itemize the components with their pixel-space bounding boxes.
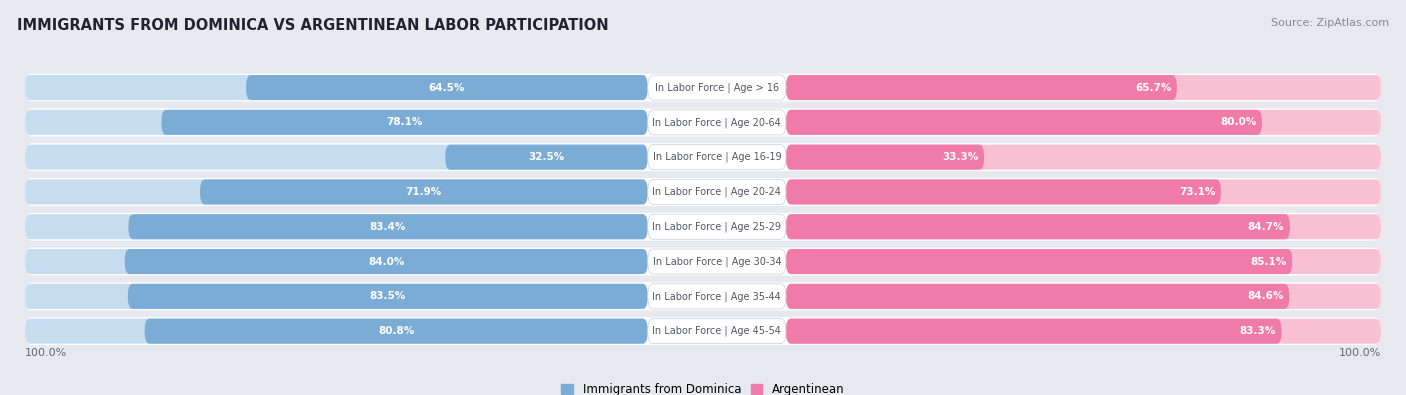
- FancyBboxPatch shape: [25, 284, 648, 309]
- FancyBboxPatch shape: [786, 145, 1381, 170]
- FancyBboxPatch shape: [25, 110, 648, 135]
- Text: 78.1%: 78.1%: [387, 117, 423, 127]
- FancyBboxPatch shape: [648, 249, 786, 274]
- FancyBboxPatch shape: [786, 110, 1263, 135]
- FancyBboxPatch shape: [648, 75, 786, 100]
- FancyBboxPatch shape: [446, 145, 648, 170]
- Text: 65.7%: 65.7%: [1135, 83, 1171, 92]
- FancyBboxPatch shape: [786, 75, 1381, 100]
- FancyBboxPatch shape: [25, 213, 1381, 241]
- Text: 80.0%: 80.0%: [1220, 117, 1257, 127]
- FancyBboxPatch shape: [200, 179, 648, 205]
- Text: 64.5%: 64.5%: [429, 83, 465, 92]
- FancyBboxPatch shape: [25, 75, 648, 100]
- FancyBboxPatch shape: [25, 248, 1381, 275]
- Text: In Labor Force | Age 45-54: In Labor Force | Age 45-54: [652, 326, 782, 337]
- Text: In Labor Force | Age 30-34: In Labor Force | Age 30-34: [652, 256, 782, 267]
- Text: In Labor Force | Age 20-24: In Labor Force | Age 20-24: [652, 187, 782, 197]
- FancyBboxPatch shape: [25, 282, 1381, 310]
- Text: In Labor Force | Age 35-44: In Labor Force | Age 35-44: [652, 291, 782, 302]
- Text: 84.7%: 84.7%: [1249, 222, 1284, 232]
- Text: In Labor Force | Age 16-19: In Labor Force | Age 16-19: [652, 152, 782, 162]
- FancyBboxPatch shape: [125, 249, 648, 274]
- FancyBboxPatch shape: [128, 284, 648, 309]
- FancyBboxPatch shape: [786, 179, 1220, 205]
- FancyBboxPatch shape: [648, 179, 786, 205]
- FancyBboxPatch shape: [25, 109, 1381, 136]
- FancyBboxPatch shape: [786, 249, 1381, 274]
- FancyBboxPatch shape: [648, 214, 786, 239]
- FancyBboxPatch shape: [786, 319, 1281, 344]
- FancyBboxPatch shape: [786, 75, 1177, 100]
- Text: 84.0%: 84.0%: [368, 256, 405, 267]
- Text: Source: ZipAtlas.com: Source: ZipAtlas.com: [1271, 18, 1389, 28]
- FancyBboxPatch shape: [25, 214, 648, 239]
- Text: 84.6%: 84.6%: [1247, 292, 1284, 301]
- FancyBboxPatch shape: [25, 145, 648, 170]
- FancyBboxPatch shape: [25, 143, 1381, 171]
- Text: 33.3%: 33.3%: [942, 152, 979, 162]
- FancyBboxPatch shape: [25, 179, 648, 205]
- FancyBboxPatch shape: [648, 319, 786, 344]
- FancyBboxPatch shape: [25, 319, 648, 344]
- FancyBboxPatch shape: [786, 214, 1289, 239]
- Text: 83.5%: 83.5%: [370, 292, 406, 301]
- FancyBboxPatch shape: [648, 110, 786, 135]
- Text: 100.0%: 100.0%: [25, 348, 67, 358]
- FancyBboxPatch shape: [786, 319, 1381, 344]
- FancyBboxPatch shape: [25, 317, 1381, 345]
- Text: In Labor Force | Age 25-29: In Labor Force | Age 25-29: [652, 222, 782, 232]
- FancyBboxPatch shape: [786, 179, 1381, 205]
- FancyBboxPatch shape: [162, 110, 648, 135]
- Text: 73.1%: 73.1%: [1180, 187, 1215, 197]
- Text: 71.9%: 71.9%: [406, 187, 441, 197]
- Text: 83.3%: 83.3%: [1240, 326, 1277, 336]
- FancyBboxPatch shape: [128, 214, 648, 239]
- FancyBboxPatch shape: [25, 249, 648, 274]
- FancyBboxPatch shape: [246, 75, 648, 100]
- FancyBboxPatch shape: [25, 178, 1381, 206]
- Text: 85.1%: 85.1%: [1250, 256, 1286, 267]
- Text: 32.5%: 32.5%: [529, 152, 565, 162]
- FancyBboxPatch shape: [648, 284, 786, 309]
- Text: In Labor Force | Age > 16: In Labor Force | Age > 16: [655, 82, 779, 93]
- Text: 83.4%: 83.4%: [370, 222, 406, 232]
- Text: In Labor Force | Age 20-64: In Labor Force | Age 20-64: [652, 117, 782, 128]
- FancyBboxPatch shape: [786, 110, 1381, 135]
- FancyBboxPatch shape: [145, 319, 648, 344]
- FancyBboxPatch shape: [786, 145, 984, 170]
- FancyBboxPatch shape: [25, 73, 1381, 102]
- FancyBboxPatch shape: [648, 145, 786, 170]
- FancyBboxPatch shape: [786, 249, 1292, 274]
- FancyBboxPatch shape: [786, 284, 1381, 309]
- Legend: Immigrants from Dominica, Argentinean: Immigrants from Dominica, Argentinean: [561, 384, 845, 395]
- FancyBboxPatch shape: [786, 284, 1289, 309]
- Text: 80.8%: 80.8%: [378, 326, 415, 336]
- Text: IMMIGRANTS FROM DOMINICA VS ARGENTINEAN LABOR PARTICIPATION: IMMIGRANTS FROM DOMINICA VS ARGENTINEAN …: [17, 18, 609, 33]
- Text: 100.0%: 100.0%: [1339, 348, 1381, 358]
- FancyBboxPatch shape: [786, 214, 1381, 239]
